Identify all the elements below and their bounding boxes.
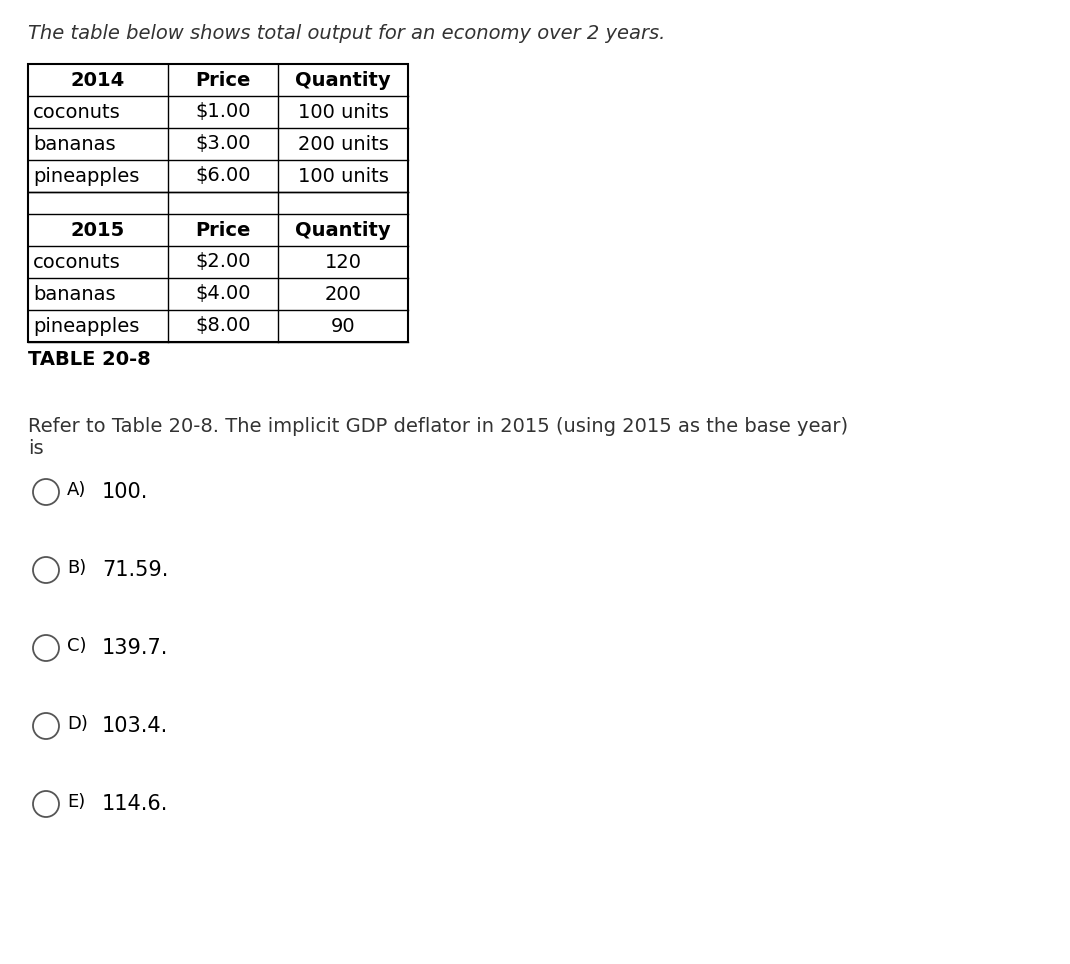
Text: 120: 120 <box>324 253 362 272</box>
Text: 2015: 2015 <box>71 221 125 239</box>
Text: 90: 90 <box>331 316 355 335</box>
Circle shape <box>33 479 59 505</box>
Text: The table below shows total output for an economy over 2 years.: The table below shows total output for a… <box>28 24 666 43</box>
Text: E): E) <box>67 793 86 811</box>
Text: A): A) <box>67 481 87 499</box>
Text: 139.7.: 139.7. <box>102 638 168 658</box>
Text: 2014: 2014 <box>71 70 125 90</box>
Text: pineapples: pineapples <box>33 316 139 335</box>
Text: Price: Price <box>196 221 250 239</box>
Text: 100 units: 100 units <box>297 102 388 121</box>
Text: pineapples: pineapples <box>33 167 139 185</box>
Text: is: is <box>28 439 44 458</box>
Text: B): B) <box>67 559 87 577</box>
Circle shape <box>33 791 59 817</box>
Text: 100 units: 100 units <box>297 167 388 185</box>
Text: C): C) <box>67 637 87 655</box>
Circle shape <box>33 557 59 583</box>
Circle shape <box>33 713 59 739</box>
Text: coconuts: coconuts <box>33 253 121 272</box>
Text: TABLE 20-8: TABLE 20-8 <box>28 350 151 369</box>
Text: 71.59.: 71.59. <box>102 560 168 580</box>
Text: Refer to Table 20-8. The implicit GDP deflator in 2015 (using 2015 as the base y: Refer to Table 20-8. The implicit GDP de… <box>28 417 849 436</box>
Text: bananas: bananas <box>33 135 116 153</box>
Text: $1.00: $1.00 <box>195 102 250 121</box>
Text: $4.00: $4.00 <box>195 284 250 304</box>
Text: $3.00: $3.00 <box>195 135 250 153</box>
Text: 200 units: 200 units <box>297 135 388 153</box>
Text: 114.6.: 114.6. <box>102 794 168 814</box>
Text: $8.00: $8.00 <box>195 316 250 335</box>
Text: Quantity: Quantity <box>295 221 391 239</box>
Text: bananas: bananas <box>33 284 116 304</box>
Text: $2.00: $2.00 <box>195 253 250 272</box>
Text: 103.4.: 103.4. <box>102 716 168 736</box>
Text: $6.00: $6.00 <box>195 167 250 185</box>
Text: Quantity: Quantity <box>295 70 391 90</box>
Circle shape <box>33 635 59 661</box>
Bar <box>28 64 408 342</box>
Text: Price: Price <box>196 70 250 90</box>
Text: 200: 200 <box>324 284 362 304</box>
Text: coconuts: coconuts <box>33 102 121 121</box>
Text: D): D) <box>67 715 88 733</box>
Text: 100.: 100. <box>102 482 149 502</box>
